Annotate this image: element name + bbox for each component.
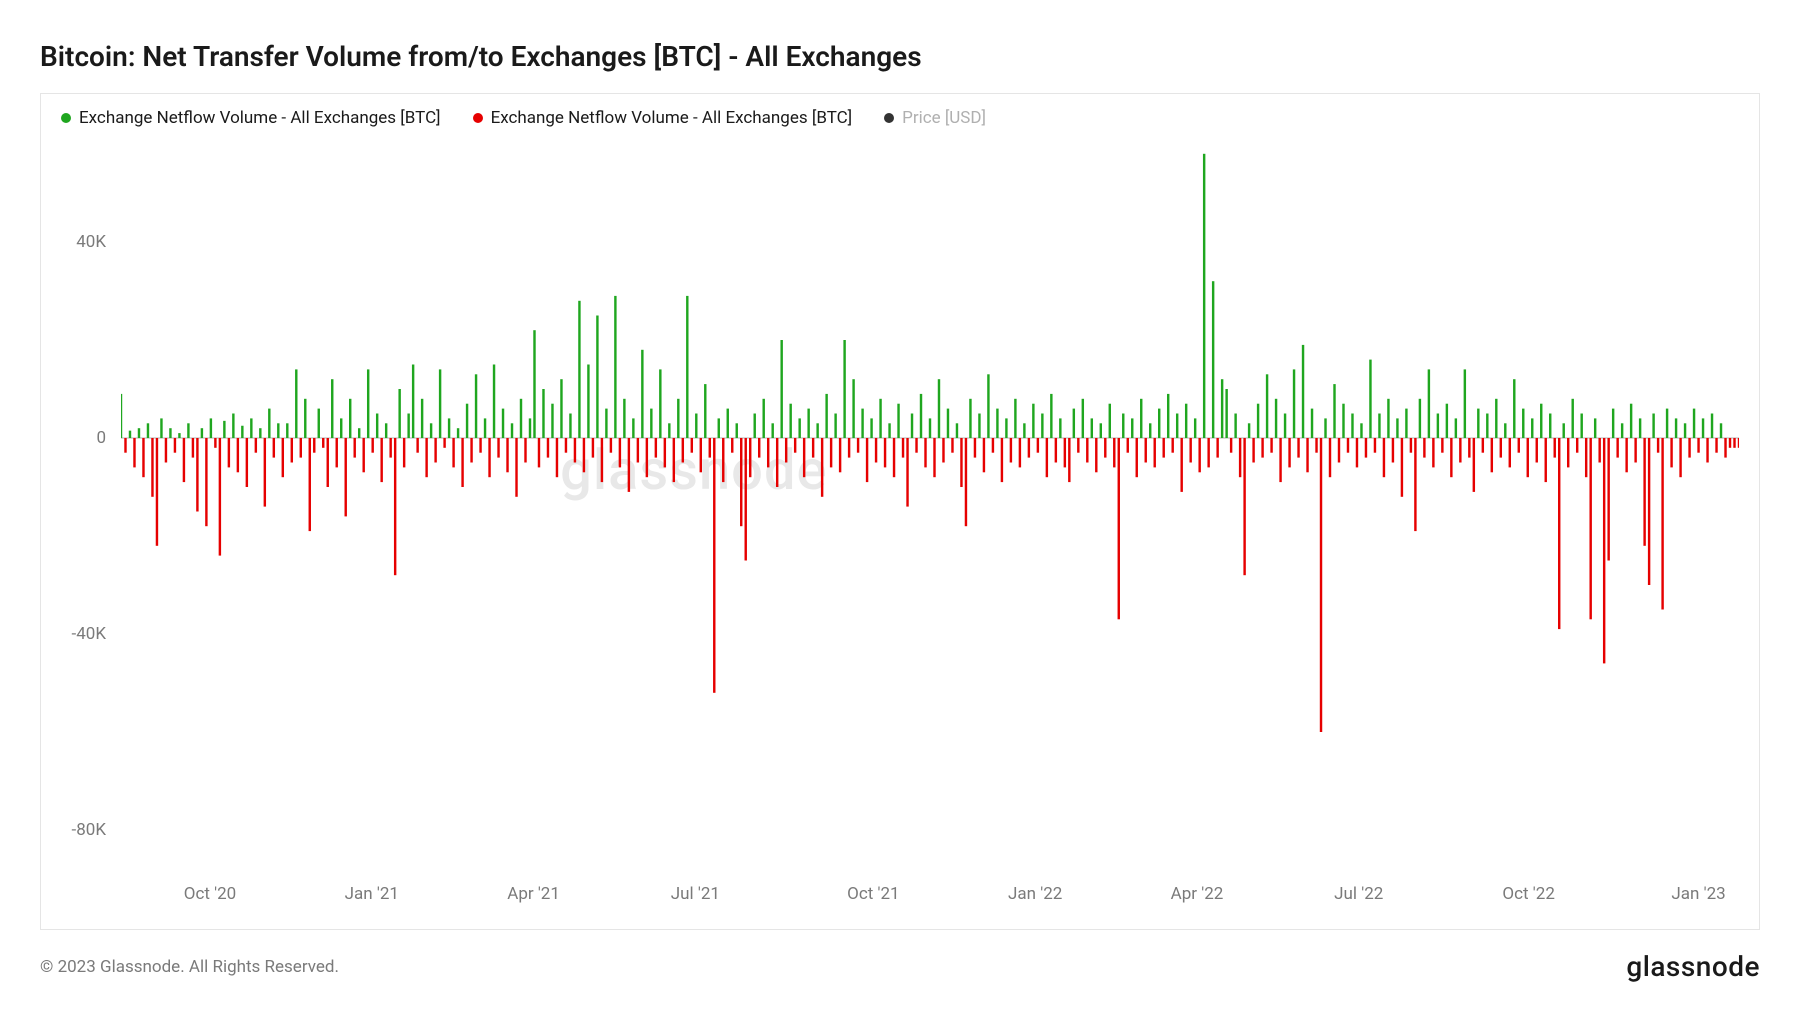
chart-title: Bitcoin: Net Transfer Volume from/to Exc…: [40, 40, 1760, 73]
chart-area: Exchange Netflow Volume - All Exchanges …: [40, 93, 1760, 930]
chart-legend: Exchange Netflow Volume - All Exchanges …: [41, 94, 1759, 142]
x-axis-label: Jul '22: [1334, 884, 1383, 904]
brand-logo: glassnode: [1626, 950, 1760, 983]
x-axis-label: Oct '22: [1502, 884, 1554, 904]
x-axis-label: Jan '21: [345, 884, 399, 904]
legend-item: Exchange Netflow Volume - All Exchanges …: [473, 108, 853, 128]
y-axis-label: 0: [96, 428, 106, 448]
chart-plot: [121, 144, 1739, 879]
y-axis-label: -40K: [72, 624, 106, 644]
legend-label: Price [USD]: [902, 108, 986, 128]
footer: © 2023 Glassnode. All Rights Reserved. g…: [40, 930, 1760, 983]
legend-item: Exchange Netflow Volume - All Exchanges …: [61, 108, 441, 128]
y-axis: 40K 0 -40K -80K: [41, 144, 116, 879]
legend-dot-icon: [473, 113, 483, 123]
legend-dot-icon: [61, 113, 71, 123]
x-axis-label: Oct '21: [847, 884, 899, 904]
legend-label: Exchange Netflow Volume - All Exchanges …: [79, 108, 441, 128]
x-axis-label: Oct '20: [184, 884, 236, 904]
legend-dot-icon: [884, 113, 894, 123]
y-axis-label: -80K: [72, 820, 106, 840]
y-axis-label: 40K: [76, 232, 106, 252]
x-axis-label: Apr '21: [507, 884, 560, 904]
x-axis-label: Jan '22: [1008, 884, 1062, 904]
x-axis-label: Jan '23: [1671, 884, 1725, 904]
legend-item: Price [USD]: [884, 108, 986, 128]
x-axis-label: Apr '22: [1171, 884, 1224, 904]
x-axis-label: Jul '21: [671, 884, 720, 904]
copyright-text: © 2023 Glassnode. All Rights Reserved.: [40, 957, 339, 977]
x-axis: Oct '20 Jan '21 Apr '21 Jul '21 Oct '21 Jan '…: [121, 884, 1739, 914]
legend-label: Exchange Netflow Volume - All Exchanges …: [491, 108, 853, 128]
